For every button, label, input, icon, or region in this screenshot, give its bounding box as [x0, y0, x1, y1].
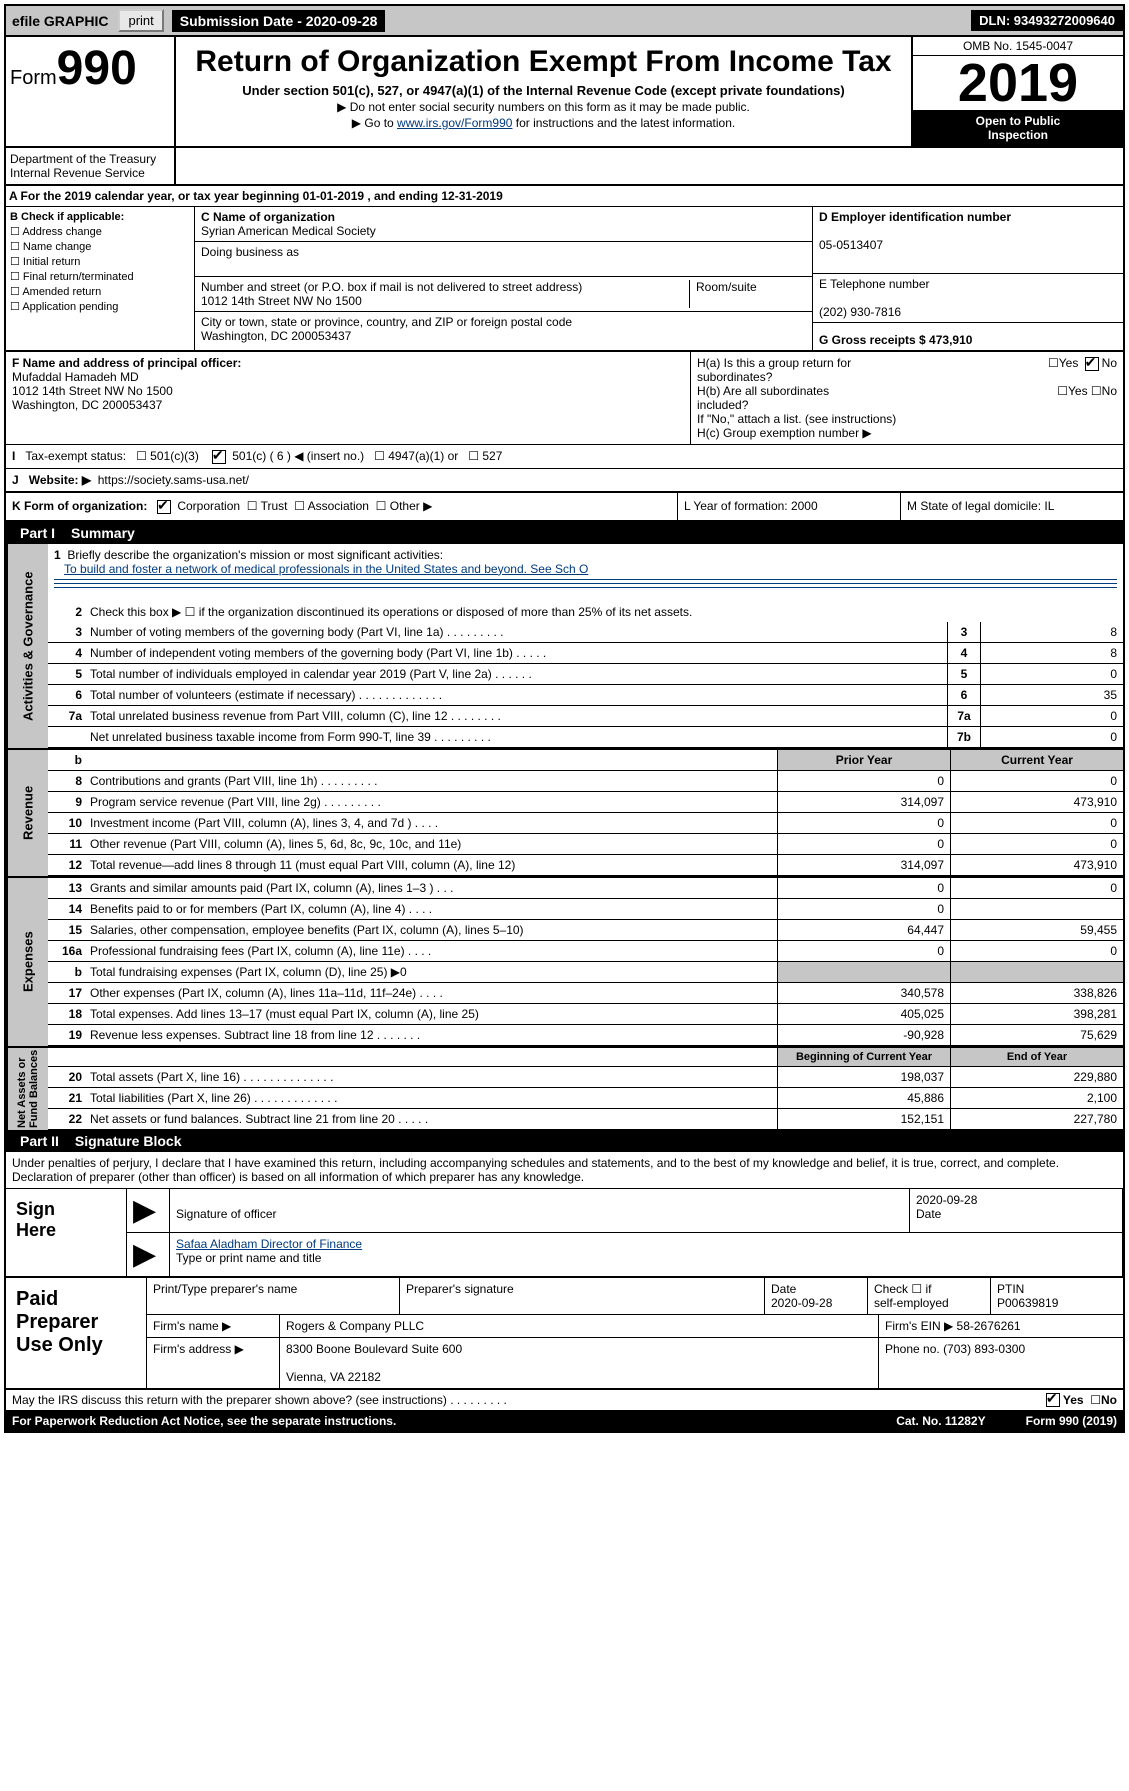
- expenses-sidelabel: Expenses: [6, 878, 48, 1046]
- form-box: Form990: [6, 37, 176, 146]
- form-number: 990: [57, 42, 137, 95]
- sig-declaration: Under penalties of perjury, I declare th…: [6, 1152, 1123, 1188]
- ein: 05-0513407: [819, 238, 883, 252]
- netassets-sidelabel: Net Assets or Fund Balances: [6, 1048, 48, 1130]
- revenue-sidelabel: Revenue: [6, 750, 48, 876]
- part1-header: Part I Summary: [6, 522, 1123, 544]
- row-m: M State of legal domicile: IL: [900, 493, 1123, 520]
- mission-link[interactable]: To build and foster a network of medical…: [64, 562, 588, 576]
- firm-address: 8300 Boone Boulevard Suite 600 Vienna, V…: [280, 1338, 879, 1388]
- efile-label: efile GRAPHIC: [6, 10, 114, 32]
- row-j: J Website: ▶ https://society.sams-usa.ne…: [6, 469, 1123, 493]
- discuss-row: May the IRS discuss this return with the…: [6, 1388, 1123, 1411]
- line1: 1 Briefly describe the organization's mi…: [48, 544, 1123, 602]
- footer-left: For Paperwork Reduction Act Notice, see …: [12, 1414, 396, 1428]
- section-right: D Employer identification number05-05134…: [812, 207, 1123, 350]
- open-public: Open to Public Inspection: [913, 110, 1123, 146]
- gross-receipts: G Gross receipts $ 473,910: [819, 333, 972, 347]
- section-f: F Name and address of principal officer:…: [6, 352, 690, 444]
- part2-header: Part II Signature Block: [6, 1130, 1123, 1152]
- org-city: Washington, DC 200053437: [201, 329, 351, 343]
- submission-date: Submission Date - 2020-09-28: [172, 10, 386, 32]
- subtitle: Under section 501(c), 527, or 4947(a)(1)…: [180, 83, 907, 98]
- paid-preparer-label: Paid Preparer Use Only: [6, 1278, 147, 1388]
- irs-link[interactable]: www.irs.gov/Form990: [397, 116, 512, 130]
- section-c: C Name of organizationSyrian American Me…: [195, 207, 812, 350]
- section-h: H(a) Is this a group return for subordin…: [690, 352, 1123, 444]
- row-k: K Form of organization: Corporation ☐ Tr…: [6, 493, 677, 520]
- footer-cat: Cat. No. 11282Y: [896, 1414, 985, 1428]
- print-button[interactable]: print: [118, 9, 163, 32]
- tax-year: 2019: [913, 56, 1123, 110]
- firm-name: Rogers & Company PLLC: [280, 1315, 879, 1337]
- title-box: Return of Organization Exempt From Incom…: [176, 37, 911, 146]
- row-i: I Tax-exempt status: ☐ 501(c)(3) 501(c) …: [6, 445, 1123, 469]
- top-toolbar: efile GRAPHIC print Submission Date - 20…: [6, 6, 1123, 37]
- officer-name[interactable]: Safaa Aladham Director of Finance: [176, 1237, 362, 1251]
- org-name: Syrian American Medical Society: [201, 224, 376, 238]
- website: https://society.sams-usa.net/: [98, 473, 249, 487]
- note2: ▶ Go to www.irs.gov/Form990 for instruct…: [180, 116, 907, 130]
- dln: DLN: 93493272009640: [971, 10, 1123, 31]
- footer-right: Form 990 (2019): [1026, 1414, 1117, 1428]
- row-l: L Year of formation: 2000: [677, 493, 900, 520]
- telephone: (202) 930-7816: [819, 305, 901, 319]
- org-address: 1012 14th Street NW No 1500: [201, 294, 362, 308]
- section-b: B Check if applicable: ☐ Address change …: [6, 207, 195, 350]
- form-title: Return of Organization Exempt From Incom…: [180, 45, 907, 79]
- dept: Department of the Treasury Internal Reve…: [6, 148, 176, 184]
- form-label: Form: [10, 67, 57, 89]
- note1: ▶ Do not enter social security numbers o…: [180, 100, 907, 114]
- year-box: OMB No. 1545-0047 2019 Open to Public In…: [911, 37, 1123, 146]
- row-a-period: A For the 2019 calendar year, or tax yea…: [6, 186, 1123, 207]
- governance-sidelabel: Activities & Governance: [6, 544, 48, 748]
- sign-here-label: Sign Here: [6, 1189, 127, 1276]
